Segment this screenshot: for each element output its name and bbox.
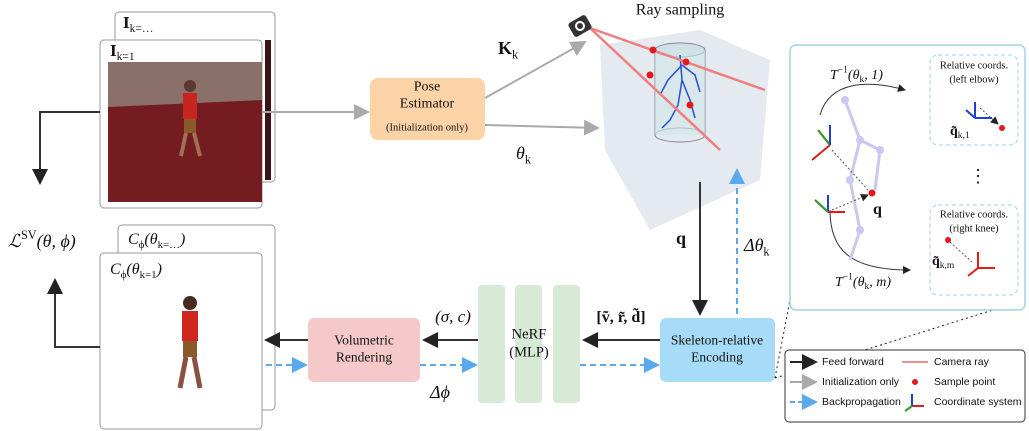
- math-part: −1: [838, 66, 848, 76]
- math-part: ϕ: [139, 238, 145, 250]
- math-part: q̃: [950, 124, 958, 139]
- math-part: k: [859, 75, 864, 85]
- box-text: (right knee): [949, 223, 999, 234]
- math-part: (θ: [848, 68, 860, 83]
- math-part: Δθ: [743, 235, 764, 255]
- nerf-text: NeRF: [512, 326, 547, 342]
- encoding-text: Skeleton-relative: [671, 333, 763, 348]
- math-part: ): [156, 261, 162, 278]
- math-part: C: [128, 231, 139, 248]
- encoding-block: [660, 318, 775, 382]
- legend-label: Initialization only: [822, 376, 900, 388]
- rendering-text: Rendering: [336, 350, 392, 365]
- math-part: q: [676, 228, 686, 248]
- image-label: Ik=…: [123, 13, 153, 35]
- box-text: Relative coords.: [940, 209, 1008, 220]
- box-text: Relative coords.: [940, 60, 1008, 71]
- math-part: ): [179, 231, 185, 248]
- math-part: , m): [869, 275, 891, 290]
- legend-label: Camera ray: [934, 356, 990, 368]
- math-part: k,1: [958, 131, 970, 141]
- math-part: k=…: [158, 238, 180, 250]
- pose-estimator-text: Estimator: [400, 97, 455, 112]
- ray-sampling-title: Ray sampling: [636, 2, 724, 19]
- transform-label: T−1(θk, 1): [830, 66, 883, 86]
- math-part: K: [498, 38, 512, 58]
- math-part: , 1): [864, 68, 883, 83]
- math-part: I: [110, 41, 117, 60]
- edge-label: Δθk: [743, 235, 770, 258]
- math-part: I: [123, 13, 130, 32]
- math-part: SV: [21, 228, 37, 242]
- math-part: k: [525, 152, 532, 166]
- edge-label: [ṽ, r̃, d̃]: [596, 306, 645, 326]
- ray-sampling-scene: [568, 15, 770, 230]
- math-part: k: [864, 282, 869, 292]
- math-part: [ṽ, r̃, d̃]: [596, 306, 645, 326]
- legend-icon: [912, 379, 918, 385]
- math-part: k: [512, 47, 519, 61]
- edge-label: Δϕ: [429, 382, 450, 402]
- math-part: (θ: [144, 231, 157, 248]
- zoom-panel: [789, 44, 1026, 311]
- legend-label: Feed forward: [822, 356, 884, 368]
- arrows: [32, 41, 1026, 379]
- legend-icon: [904, 394, 924, 412]
- box-text: (left elbow): [949, 74, 999, 85]
- math-part: (σ, c): [435, 307, 471, 326]
- box-label: q̃k,1: [950, 124, 970, 141]
- math-part: q: [873, 201, 882, 218]
- rendering-text: Volumetric: [334, 333, 394, 348]
- rendered-images: [99, 224, 276, 430]
- nerf-block: [478, 285, 580, 403]
- math-part: (θ, ϕ): [37, 231, 76, 252]
- math-part: C: [110, 261, 121, 278]
- legend-box: [784, 349, 1026, 423]
- legend-label: Backpropagation: [822, 396, 901, 408]
- math-part: (θ: [853, 275, 865, 290]
- loss-label: ℒSV(θ, ϕ): [8, 228, 76, 253]
- math-part: T: [835, 275, 844, 290]
- math-part: Δϕ: [429, 382, 450, 402]
- math-part: k,m: [940, 261, 955, 271]
- math-part: q̃: [932, 254, 940, 269]
- q-label: q: [873, 201, 882, 218]
- rendering-block: [308, 318, 420, 382]
- math-part: k: [763, 244, 770, 258]
- math-part: ℒ: [8, 231, 22, 251]
- math-part: k=1: [140, 268, 157, 280]
- input-images: [99, 11, 276, 209]
- axis: [904, 405, 913, 412]
- encoding-text: Encoding: [691, 350, 743, 365]
- math-part: T: [830, 68, 839, 83]
- edge-label: Kk: [498, 38, 519, 61]
- edge-label: q: [676, 228, 686, 248]
- pose-estimator-note: (Initialization only): [386, 122, 468, 133]
- image-label: Ik=1: [110, 41, 135, 63]
- math-part: −1: [843, 273, 853, 283]
- math-part: k=1: [117, 50, 135, 63]
- math-part: k=…: [130, 22, 154, 35]
- legend-label: Coordinate system: [934, 396, 1022, 408]
- pose-estimator-box: [370, 78, 485, 140]
- math-part: ϕ: [121, 268, 127, 280]
- nerf-text: (MLP): [509, 344, 549, 360]
- legend-label: Sample point: [934, 376, 995, 388]
- ellipsis: ⋮: [969, 166, 987, 186]
- edge-label: θk: [516, 143, 532, 166]
- edge-label: (σ, c): [435, 307, 471, 326]
- math-part: (θ: [126, 261, 139, 278]
- math-part: θ: [516, 143, 525, 163]
- render-label: Cϕ(θk=…): [128, 231, 185, 251]
- box-label: q̃k,m: [932, 254, 955, 271]
- transform-label: T−1(θk, m): [835, 273, 891, 293]
- pose-estimator-text: Pose: [414, 80, 440, 95]
- render-label: Cϕ(θk=1): [110, 261, 162, 281]
